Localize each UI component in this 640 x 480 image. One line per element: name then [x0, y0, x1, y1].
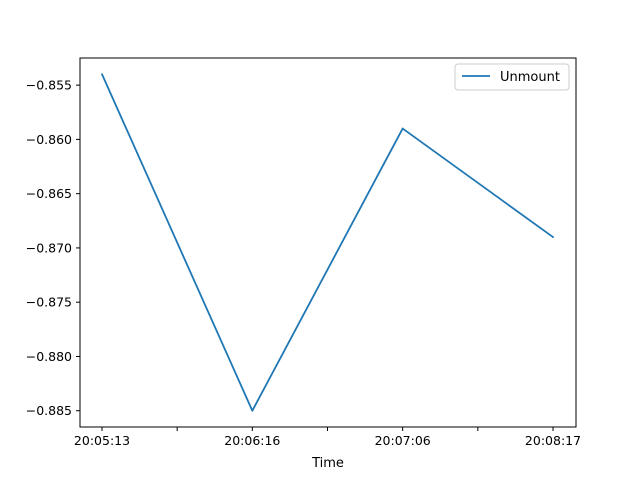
series-line-unmount [101, 73, 554, 412]
data-point [101, 73, 103, 76]
plot-area [80, 58, 576, 427]
legend-label-unmount: Unmount [500, 70, 560, 85]
y-tick-label: −0.860 [26, 132, 72, 147]
y-tick-label: −0.865 [26, 186, 72, 201]
x-axis-label: Time [311, 456, 344, 471]
legend: Unmount [454, 63, 570, 91]
y-tick-label: −0.875 [26, 295, 72, 310]
y-tick-label: −0.880 [26, 349, 72, 364]
legend-box [454, 63, 570, 91]
x-axis: 20:05:13 20:06:16 20:07:06 20:08:17 [74, 427, 581, 448]
series-layer [101, 73, 554, 412]
x-tick-label: 20:08:17 [525, 433, 581, 448]
data-point [552, 236, 554, 238]
data-point [251, 409, 254, 412]
plot-frame [79, 57, 577, 428]
data-point [401, 127, 404, 130]
y-axis: −0.855 −0.860 −0.865 −0.870 −0.875 −0.880 −0.8… [26, 78, 80, 418]
y-tick-label: −0.870 [26, 240, 72, 255]
y-tick-label: −0.855 [26, 78, 72, 93]
x-tick-label: 20:05:13 [74, 433, 130, 448]
x-tick-label: 20:07:06 [375, 433, 431, 448]
x-tick-label: 20:06:16 [224, 433, 280, 448]
y-tick-label: −0.885 [26, 403, 72, 418]
